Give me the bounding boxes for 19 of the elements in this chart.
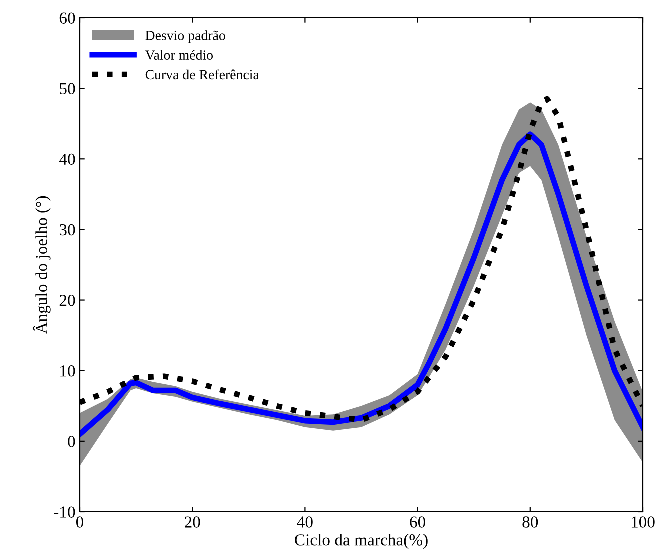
x-tick-label: 80: [522, 516, 538, 528]
y-tick-label: 0: [68, 436, 76, 448]
x-tick-label: 0: [76, 516, 84, 528]
y-tick-label: 10: [60, 366, 76, 377]
y-axis-title: Ângulo do joelho (°): [32, 196, 51, 334]
y-tick-label: 30: [60, 224, 76, 236]
x-tick-label: 40: [297, 516, 313, 528]
y-tick-label: -10: [54, 506, 76, 518]
legend-label: Curva de Referência: [146, 70, 260, 80]
x-tick-label: 100: [632, 516, 655, 528]
y-tick-label: 60: [60, 12, 76, 24]
y-tick-label: 40: [59, 154, 76, 166]
legend-label: Valor médio: [145, 50, 214, 60]
legend-label: Desvio padrão: [146, 30, 226, 44]
x-tick-label: 20: [185, 516, 200, 528]
x-tick-label: 60: [410, 516, 426, 528]
y-tick-label: 20: [60, 294, 76, 306]
y-tick-label: 50: [60, 83, 76, 95]
x-axis-title: Ciclo da marcha(%): [295, 534, 428, 550]
